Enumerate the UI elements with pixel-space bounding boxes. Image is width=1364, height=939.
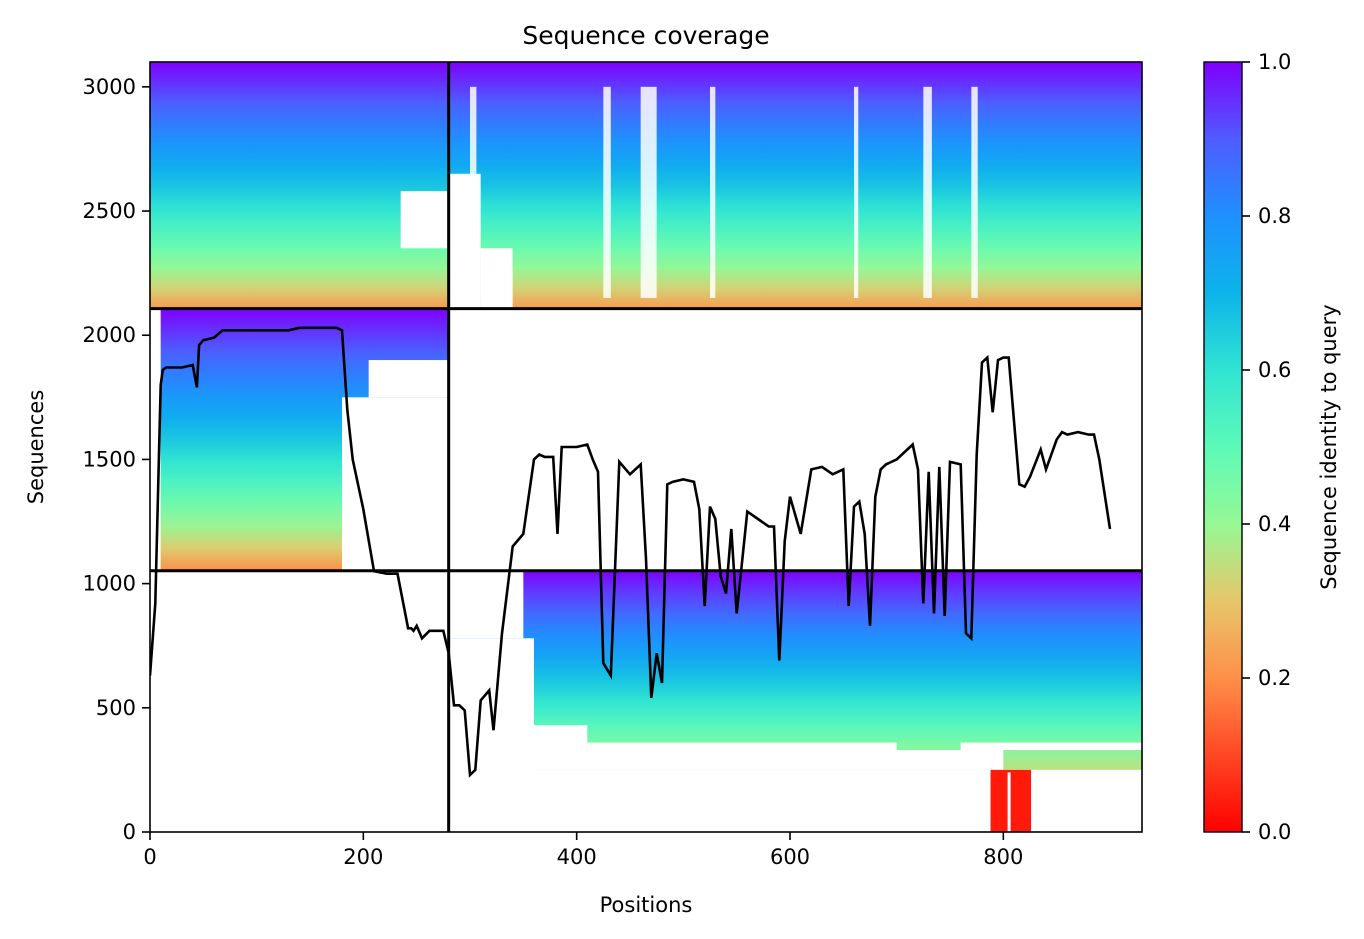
coverage-gap xyxy=(710,86,716,298)
colorbar-label: Sequence identity to query xyxy=(1317,304,1341,589)
coverage-gap xyxy=(480,248,513,309)
coverage-gap xyxy=(368,360,449,398)
colorbar xyxy=(1203,61,1243,833)
y-tick-label: 2000 xyxy=(83,323,136,347)
plot-frame xyxy=(149,61,1143,833)
low-identity-block xyxy=(990,769,1032,832)
coverage-gap xyxy=(1007,772,1011,832)
x-tick-label: 400 xyxy=(557,845,597,869)
coverage-gap xyxy=(150,570,449,832)
x-tick-label: 0 xyxy=(143,845,156,869)
colorbar-tick-label: 0.0 xyxy=(1258,820,1291,844)
coverage-gap xyxy=(150,308,161,571)
coverage-gap xyxy=(923,86,932,298)
colorbar-ticks: 0.0 0.2 0.4 0.6 0.8 1.0 xyxy=(1242,50,1291,844)
coverage-gap xyxy=(400,191,449,249)
y-tick-label: 0 xyxy=(123,820,136,844)
coverage-gap xyxy=(603,86,611,298)
colorbar-tick-label: 1.0 xyxy=(1258,50,1291,74)
coverage-gap xyxy=(534,725,588,751)
colorbar-tick-label: 0.4 xyxy=(1258,512,1291,536)
coverage-block xyxy=(150,62,449,309)
coverage-gap xyxy=(534,750,1004,770)
coverage-gap xyxy=(982,769,993,832)
colorbar-tick-label: 0.6 xyxy=(1258,358,1291,382)
y-tick-label: 1000 xyxy=(83,572,136,596)
y-axis: 0 500 1000 1500 2000 2500 3000 xyxy=(83,75,150,844)
y-tick-label: 2500 xyxy=(83,199,136,223)
x-axis-label: Positions xyxy=(600,893,693,917)
x-tick-label: 200 xyxy=(343,845,383,869)
coverage-gap xyxy=(960,742,1142,751)
coverage-gap xyxy=(854,86,859,298)
coverage-gap xyxy=(448,308,1142,571)
y-tick-label: 500 xyxy=(96,696,136,720)
coverage-line xyxy=(150,326,1112,778)
coverage-gap xyxy=(587,742,897,751)
y-tick-label: 1500 xyxy=(83,447,136,471)
coverage-gap xyxy=(640,86,657,298)
coverage-gaps xyxy=(150,86,1142,832)
coverage-gap xyxy=(971,86,978,298)
coverage-block xyxy=(448,62,1142,309)
colorbar-tick-label: 0.2 xyxy=(1258,666,1291,690)
y-tick-label: 3000 xyxy=(83,75,136,99)
coverage-gap xyxy=(448,638,534,832)
x-tick-label: 800 xyxy=(983,845,1023,869)
coverage-gap xyxy=(448,570,524,639)
coverage-gap xyxy=(1033,769,1142,832)
colorbar-tick-label: 0.8 xyxy=(1258,204,1291,228)
plot-area xyxy=(150,62,1142,832)
coverage-gap xyxy=(342,397,449,571)
chart-title: Sequence coverage xyxy=(522,21,769,50)
x-tick-label: 600 xyxy=(770,845,810,869)
x-axis: 0 200 400 600 800 xyxy=(143,832,1023,869)
y-axis-label: Sequences xyxy=(24,390,48,505)
coverage-gap xyxy=(470,86,477,298)
